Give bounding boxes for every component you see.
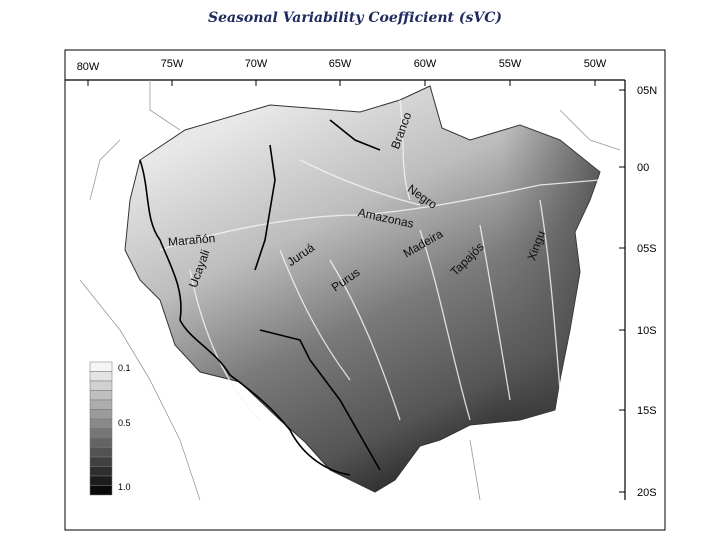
longitude-label: 70W	[245, 58, 268, 70]
latitude-label: 05S	[637, 243, 657, 255]
latitude-label: 15S	[637, 405, 657, 417]
latitude-label: 05N	[637, 85, 657, 97]
longitude-label: 75W	[161, 58, 184, 70]
river-label: Marañón	[167, 231, 215, 249]
longitude-label: 80W	[77, 61, 100, 73]
latitude-label: 10S	[637, 325, 657, 337]
frame	[64, 49, 666, 531]
legend-swatch	[89, 456, 113, 467]
country-lines	[79, 80, 621, 501]
legend-swatch	[89, 380, 113, 391]
title: Seasonal Variability Coefficient (sVC)	[208, 10, 502, 26]
legend-swatch	[89, 390, 113, 401]
legend-swatch	[89, 418, 113, 429]
legend-label: 1.0	[118, 482, 131, 492]
latitude-label: 00	[637, 162, 649, 174]
legend-swatch	[89, 475, 113, 486]
legend-swatch	[89, 371, 113, 382]
legend-swatch	[89, 466, 113, 477]
longitude-label: 50W	[584, 58, 607, 70]
legend-swatch	[89, 437, 113, 448]
legend-swatch	[89, 399, 113, 410]
latitude-label: 20S	[637, 487, 657, 499]
legend-swatch	[89, 361, 113, 372]
longitude-label: 60W	[414, 58, 437, 70]
ticks	[87, 80, 625, 493]
borders	[139, 119, 381, 476]
map	[65, 79, 626, 501]
legend-swatch	[89, 447, 113, 458]
legend-label: 0.5	[118, 418, 131, 428]
legend-swatch	[89, 485, 113, 496]
legend: 0.1 0.5 1.0	[89, 361, 131, 496]
legend-label: 0.1	[118, 363, 131, 373]
rivers	[159, 99, 601, 421]
longitude-label: 55W	[499, 58, 522, 70]
longitude-label: 65W	[329, 58, 352, 70]
legend-swatch	[89, 409, 113, 420]
legend-swatch	[89, 428, 113, 439]
